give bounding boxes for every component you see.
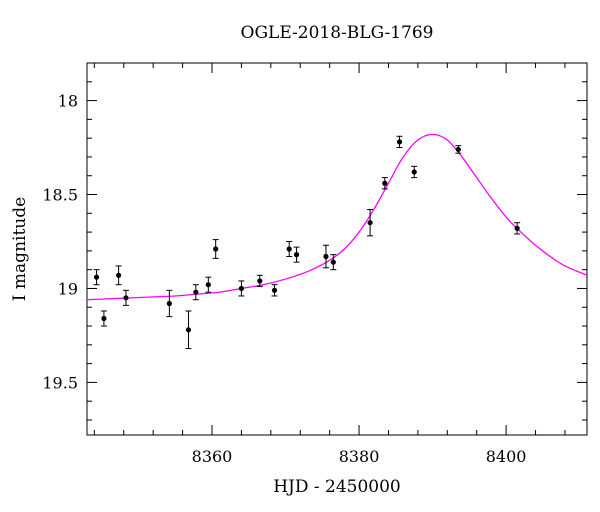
data-point [93, 274, 100, 280]
data-point [166, 300, 172, 307]
y-axis-label: I magnitude [10, 197, 30, 301]
data-point [271, 287, 278, 293]
data-point [238, 285, 245, 292]
data-point [185, 327, 192, 333]
data-points [93, 135, 521, 350]
data-point [193, 289, 199, 295]
data-point [411, 169, 417, 175]
data-point [323, 253, 329, 260]
data-point [330, 259, 336, 265]
chart-title: OGLE-2018-BLG-1769 [241, 23, 434, 43]
data-point [116, 272, 122, 278]
data-point [455, 146, 461, 153]
x-axis-label: HJD - 2450000 [273, 477, 401, 497]
data-point [382, 180, 388, 186]
data-point [213, 246, 219, 252]
y-tick-label: 19 [58, 279, 78, 298]
data-point [257, 278, 263, 284]
plot-frame [86, 62, 588, 436]
y-tick-label: 19.5 [42, 373, 78, 392]
x-tick-label: 8360 [192, 447, 233, 466]
y-tick-label: 18.5 [42, 186, 78, 205]
tick-labels: 8360 8380 8400 18 18.5 19 19.5 [42, 92, 526, 466]
data-point [123, 295, 129, 301]
x-tick-label: 8400 [486, 447, 527, 466]
data-point [514, 225, 520, 231]
data-point [396, 139, 403, 145]
axis-ticks [87, 62, 587, 435]
data-point [367, 220, 373, 226]
data-point [205, 282, 211, 288]
data-point [293, 252, 300, 258]
x-tick-label: 8380 [339, 447, 380, 466]
data-point [286, 246, 292, 252]
model-curve [86, 133, 588, 301]
y-tick-label: 18 [58, 92, 78, 111]
data-point [101, 315, 107, 322]
